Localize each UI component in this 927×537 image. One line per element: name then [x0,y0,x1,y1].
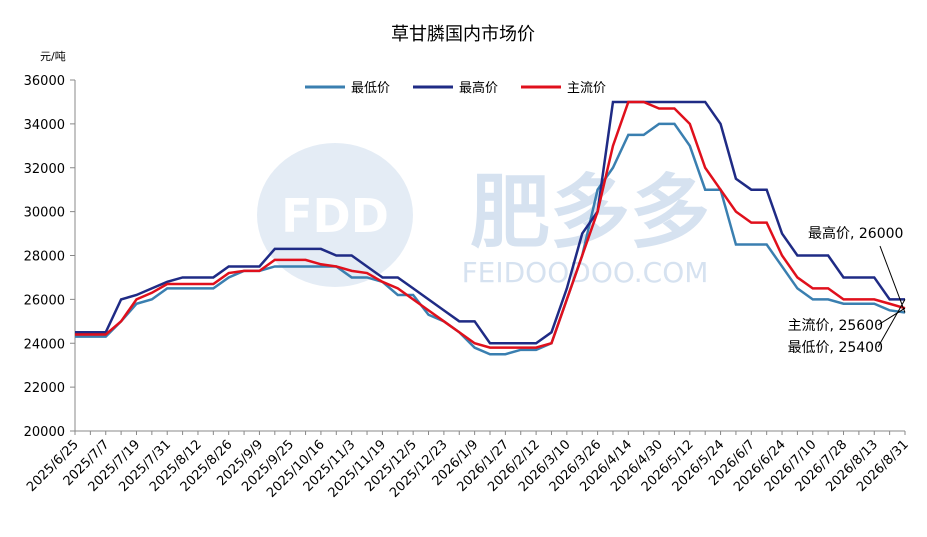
y-tick-label: 20000 [24,425,65,440]
legend-label: 最高价 [459,80,498,96]
watermark-url: FEIDOODOO.COM [462,256,709,289]
annotation: 最高价, 26000 [808,225,903,242]
y-tick-label: 24000 [24,337,65,352]
y-tick-label: 30000 [24,206,65,221]
chart-title: 草甘膦国内市场价 [391,24,535,45]
legend-label: 主流价 [567,81,606,96]
y-tick-label: 34000 [24,118,65,133]
y-tick-label: 32000 [24,162,65,177]
series-line [75,100,906,349]
y-axis-unit: 元/吨 [40,50,66,63]
watermark-logo: FDD [281,189,389,243]
watermark: FDD 肥多多 FEIDOODOO.COM [257,143,710,289]
series-line [75,122,906,356]
annotation-leader [877,307,906,326]
annotation: 主流价, 25600 [788,318,883,334]
y-tick-label: 22000 [24,381,65,396]
annotation: 最低价, 25400 [788,340,883,356]
annotation-leader [877,299,906,348]
y-tick-label: 36000 [24,74,65,89]
y-tick-label: 28000 [24,250,65,265]
legend-label: 最低价 [351,81,390,96]
watermark-logo-shape [257,143,413,287]
series-line [75,100,905,345]
annotation-leader [879,245,906,313]
watermark-brand: 肥多多 [470,166,710,259]
y-tick-label: 26000 [24,293,65,308]
